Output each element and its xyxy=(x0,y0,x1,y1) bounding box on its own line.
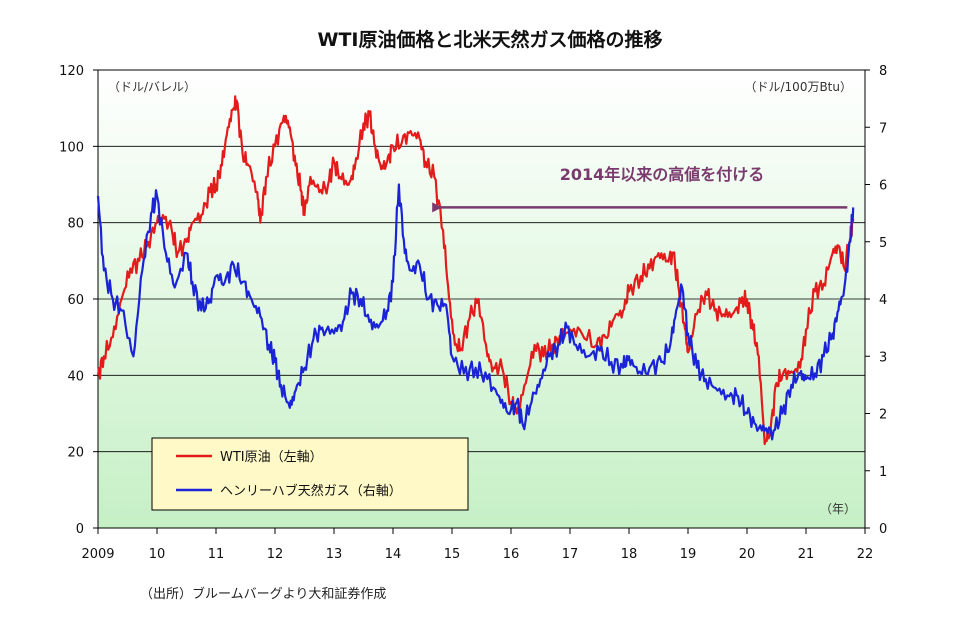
legend-box xyxy=(151,437,469,511)
legend: WTI原油（左軸） ヘンリーハブ天然ガス（右軸） xyxy=(151,437,469,511)
x-unit-label: （年） xyxy=(820,502,856,516)
left-unit-label: （ドル/バレル） xyxy=(108,80,196,94)
x-tick-label: 16 xyxy=(503,547,520,562)
y-right-tick-label: 1 xyxy=(879,465,887,480)
x-tick-label: 13 xyxy=(326,547,343,562)
x-tick-label: 15 xyxy=(444,547,461,562)
y-right-tick-label: 7 xyxy=(879,121,887,136)
x-tick-label: 21 xyxy=(798,547,815,562)
x-tick-label: 17 xyxy=(562,547,579,562)
y-left-axis: 0 20 40 60 80 100 120 xyxy=(59,64,98,537)
y-right-tick-label: 6 xyxy=(879,179,887,194)
y-right-tick-label: 0 xyxy=(879,522,887,537)
legend-gas-label: ヘンリーハブ天然ガス（右軸） xyxy=(220,483,402,499)
legend-wti-label: WTI原油（左軸） xyxy=(220,450,323,465)
chart-title: WTI原油価格と北米天然ガス価格の推移 xyxy=(318,28,663,51)
series-group xyxy=(96,95,855,446)
series-wti-line xyxy=(96,95,855,446)
series-gas-line xyxy=(96,183,855,441)
x-tick-label: 18 xyxy=(621,547,638,562)
y-left-tick-label: 80 xyxy=(67,217,84,232)
x-tick-label: 10 xyxy=(149,547,166,562)
x-tick-label: 2009 xyxy=(81,547,114,562)
x-tick-label: 20 xyxy=(739,547,756,562)
x-tick-label: 12 xyxy=(267,547,284,562)
y-right-tick-label: 8 xyxy=(879,64,887,79)
source-note: （出所）ブルームバーグより大和証券作成 xyxy=(140,586,386,602)
y-right-tick-label: 5 xyxy=(879,236,887,251)
x-tick-label: 19 xyxy=(680,547,697,562)
x-tick-label: 14 xyxy=(385,547,402,562)
x-axis: 2009 10 11 12 13 14 15 16 17 18 19 20 21 22 xyxy=(81,528,873,562)
x-tick-label: 22 xyxy=(857,547,874,562)
y-left-tick-label: 20 xyxy=(67,446,84,461)
x-tick-label: 11 xyxy=(208,547,225,562)
annotation-text: 2014年以来の高値を付ける xyxy=(560,165,765,184)
y-right-tick-label: 2 xyxy=(879,408,887,423)
y-right-axis: 0 1 2 3 4 5 6 7 8 xyxy=(865,64,887,537)
y-left-tick-label: 60 xyxy=(67,293,84,308)
y-left-tick-label: 40 xyxy=(67,369,84,384)
y-left-tick-label: 0 xyxy=(76,522,84,537)
y-right-tick-label: 4 xyxy=(879,293,887,308)
right-unit-label: （ドル/100万Btu） xyxy=(745,80,853,94)
y-left-tick-label: 120 xyxy=(59,64,84,79)
y-right-tick-label: 3 xyxy=(879,350,887,365)
y-left-tick-label: 100 xyxy=(59,140,84,155)
